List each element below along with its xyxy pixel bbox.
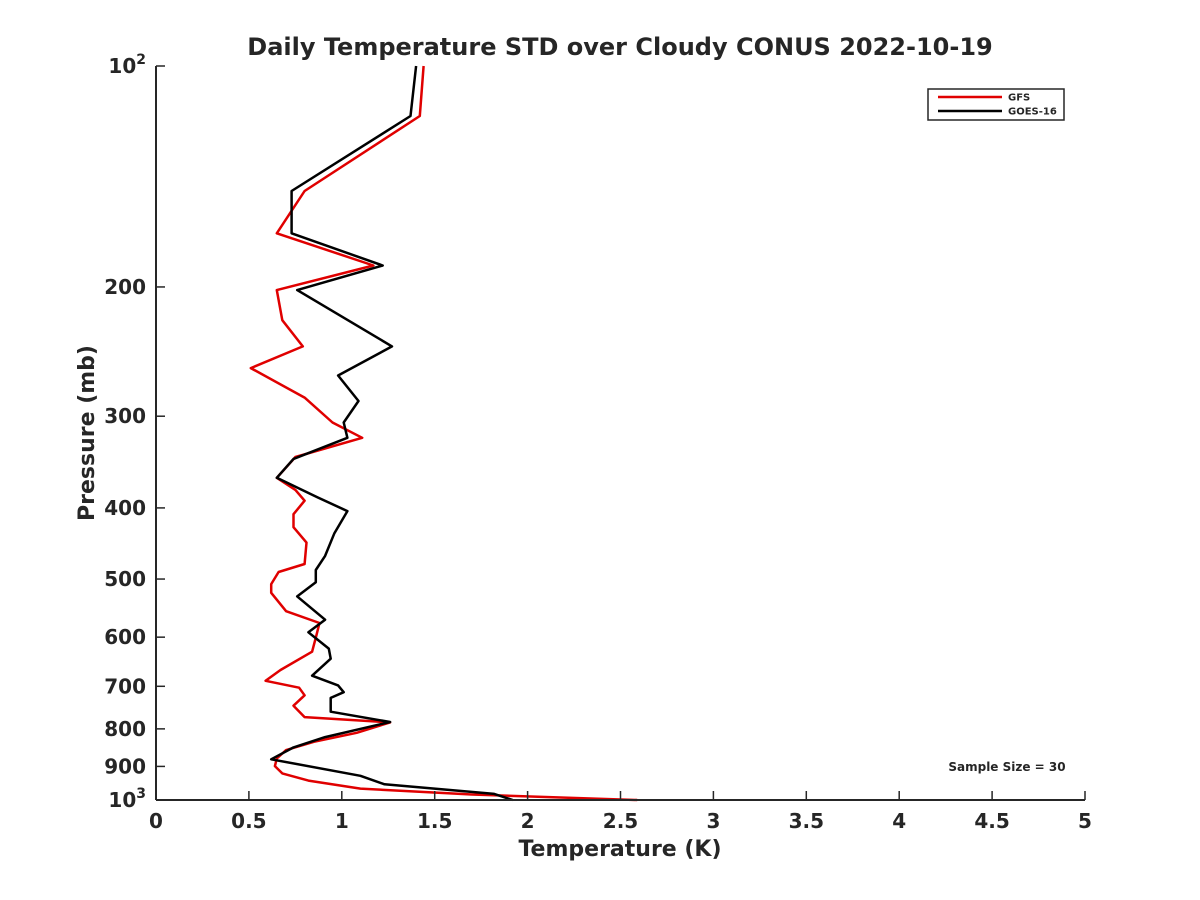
legend-label-gfs: GFS [1008,93,1030,104]
x-tick-label: 3 [706,809,720,833]
y-tick-label: 500 [104,567,146,591]
x-tick-label: 0 [149,809,163,833]
y-axis: 102 200 300 400 500 600 700 800 900 103 Pressure … [75,52,165,812]
legend-label-goes16: GOES-16 [1008,107,1057,118]
x-tick-label: 1 [335,809,349,833]
y-tick-label: 700 [104,674,146,698]
sample-size-annotation: Sample Size = 30 [948,760,1065,774]
y-axis-label: Pressure (mb) [75,345,100,521]
x-tick-label: 2.5 [603,809,638,833]
x-tick-label: 1.5 [417,809,452,833]
x-tick-label: 3.5 [789,809,824,833]
y-ticks: 102 200 300 400 500 600 700 800 900 103 [104,52,165,812]
x-tick-label: 4 [892,809,906,833]
chart-title: Daily Temperature STD over Cloudy CONUS … [247,33,992,61]
x-tick-label: 2 [521,809,535,833]
series-line-goes16 [269,65,514,802]
y-tick-label: 300 [104,404,146,428]
y-tick-label: 800 [104,717,146,741]
legend: GFS GOES-16 [927,88,1065,121]
y-tick-label: 900 [104,754,146,778]
series-line-gfs [249,65,638,802]
y-tick-label: 103 [108,786,146,812]
x-axis: 0 0.5 1 1.5 2 2.5 3 3.5 4 4.5 5 Temperature (K) [149,791,1092,862]
x-tick-label: 5 [1078,809,1092,833]
y-tick-label: 600 [104,625,146,649]
y-tick-label: 400 [104,496,146,520]
x-tick-label: 0.5 [231,809,266,833]
x-ticks: 0 0.5 1 1.5 2 2.5 3 3.5 4 4.5 5 [149,791,1092,833]
legend-box [927,88,1065,121]
x-tick-label: 4.5 [974,809,1009,833]
plot-area [249,65,638,802]
y-tick-label: 102 [108,52,146,78]
y-tick-label: 200 [104,275,146,299]
x-axis-label: Temperature (K) [518,837,721,862]
